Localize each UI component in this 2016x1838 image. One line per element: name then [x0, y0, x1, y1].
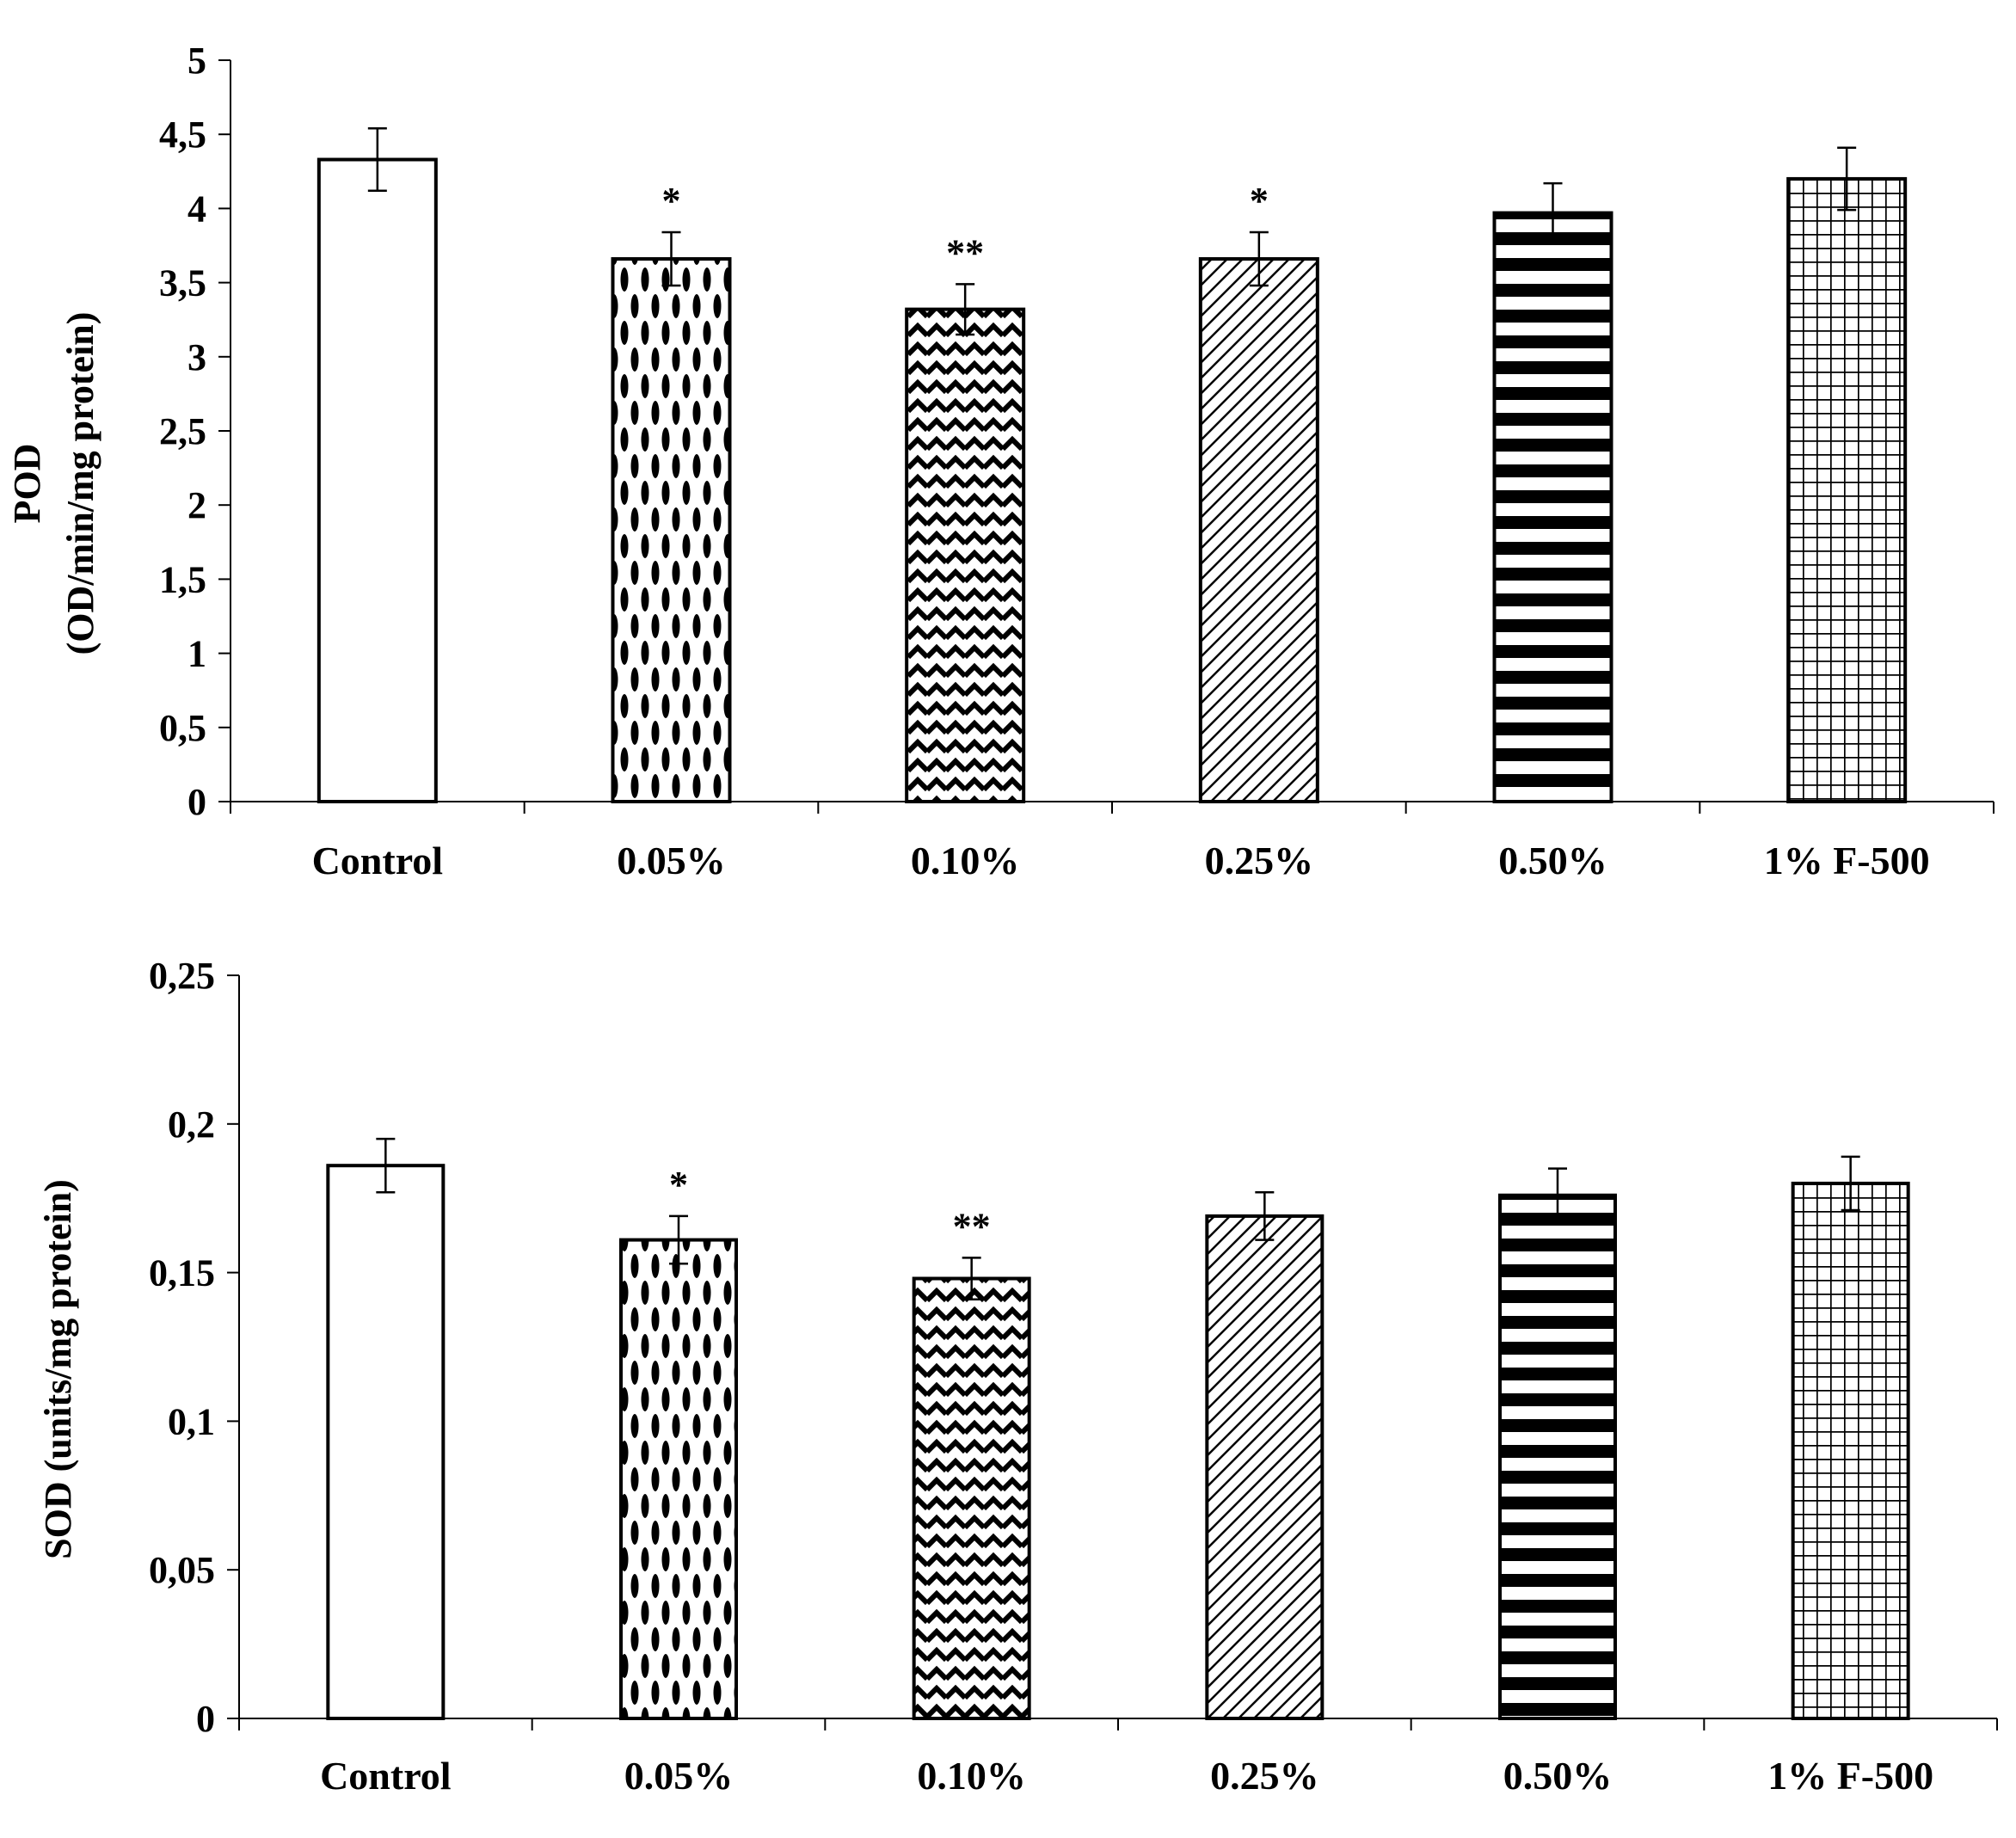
significance-label: **: [953, 1205, 991, 1247]
pod-chart: 0 0,5 1 1,5 2 2,5 3 3,5 4 4,5 5 Control * 0.05% ** 0.10…: [6, 40, 1994, 882]
bar: [1492, 211, 1613, 803]
y-tick-label: 0,1: [168, 1400, 215, 1442]
y-tick-label: 1,5: [159, 558, 206, 600]
bar: [1205, 1214, 1325, 1721]
y-tick-label: 0,25: [149, 955, 215, 997]
bar: [611, 257, 732, 803]
category-label: 0.05%: [617, 839, 726, 882]
category-label: 1% F-500: [1767, 1754, 1933, 1798]
category-label: 0.05%: [624, 1754, 734, 1798]
y-tick-label: 4,5: [159, 114, 206, 156]
significance-label: **: [946, 231, 984, 274]
y-tick-label: 0,2: [168, 1103, 215, 1146]
category-label: Control: [320, 1754, 452, 1798]
y-tick-label: 3: [187, 336, 206, 378]
bar: [905, 307, 1026, 803]
significance-label: *: [662, 180, 681, 222]
y-tick-label: 2,5: [159, 410, 206, 452]
significance-label: *: [1250, 180, 1269, 222]
y-tick-label: 3,5: [159, 262, 206, 304]
y-tick-label: 2: [187, 484, 206, 526]
category-label: 1% F-500: [1764, 839, 1930, 882]
y-tick-label: 0: [196, 1698, 215, 1740]
significance-label: *: [669, 1164, 688, 1206]
y-axis-title: POD: [6, 444, 48, 524]
sod-chart: 0 0,05 0,1 0,15 0,2 0,25 Control * 0.05% ** 0.10% 0…: [37, 955, 1998, 1798]
y-tick-label: 5: [187, 40, 206, 82]
bar: [1786, 176, 1908, 804]
y-tick-label: 0: [187, 781, 206, 823]
category-label: 0.10%: [917, 1754, 1026, 1798]
y-tick-label: 4: [187, 187, 206, 230]
bar: [1498, 1193, 1617, 1720]
category-label: 0.50%: [1498, 839, 1607, 882]
y-tick-label: 0,5: [159, 707, 206, 749]
y-axis-title-unit: (OD/min/mg protein): [59, 312, 101, 655]
y-tick-label: 1: [187, 633, 206, 675]
bar: [1198, 257, 1319, 803]
category-label: 0.25%: [1205, 839, 1314, 882]
bar: [1791, 1181, 1910, 1721]
bar: [912, 1276, 1031, 1720]
category-label: 0.25%: [1210, 1754, 1319, 1798]
bar: [619, 1238, 738, 1720]
category-label: 0.50%: [1503, 1754, 1613, 1798]
y-tick-label: 0,15: [149, 1252, 215, 1294]
y-tick-label: 0,05: [149, 1549, 215, 1591]
y-axis-title: SOD (units/mg protein): [37, 1179, 79, 1559]
category-label: Control: [312, 839, 444, 882]
bar: [317, 157, 438, 803]
category-label: 0.10%: [911, 839, 1020, 882]
bar: [326, 1164, 446, 1720]
